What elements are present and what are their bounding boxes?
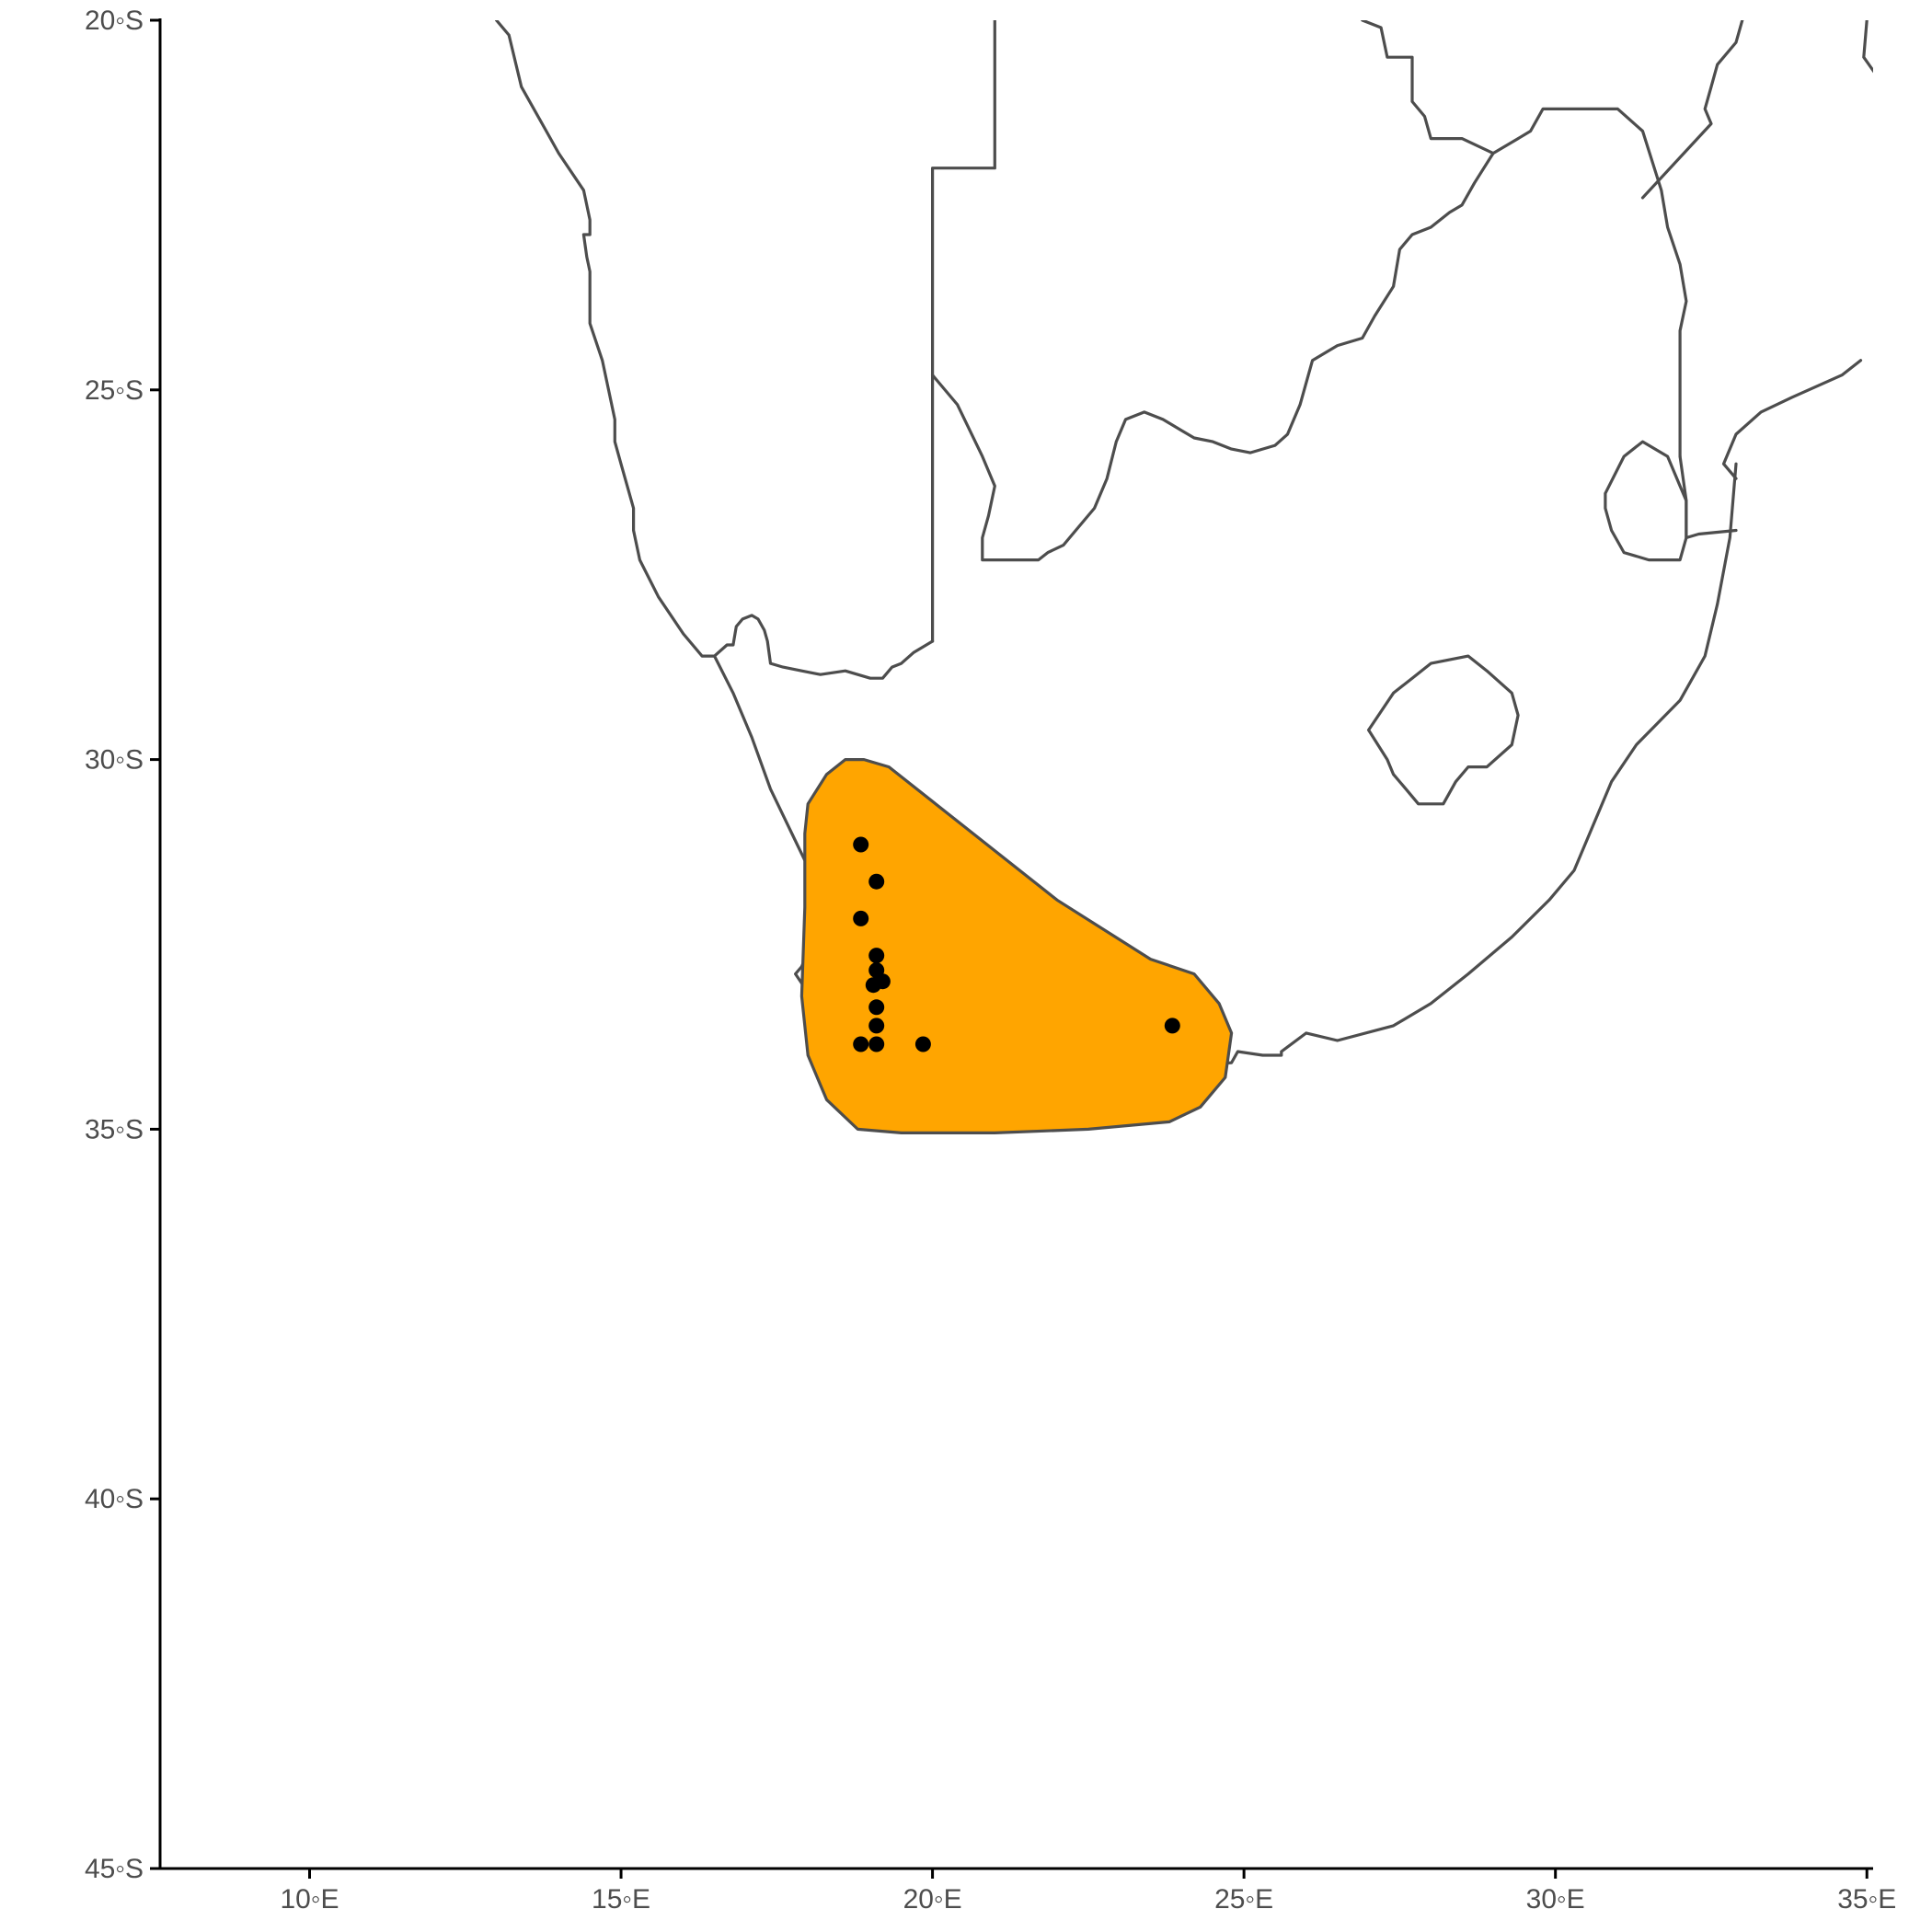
- boundary-line-9: [1604, 440, 1688, 562]
- boundary-line-10: [1721, 359, 1863, 480]
- boundary-line-12: [1862, 20, 1873, 74]
- axes: 10◦E 15◦E 20◦E 25◦E 30◦E 35◦E 20◦S 25◦S 30◦S 35◦S…: [85, 6, 1896, 1915]
- boundary-line-13: [1361, 20, 1495, 155]
- boundary-line-4: [930, 20, 996, 643]
- x-tick-label: 20◦E: [903, 1884, 962, 1915]
- occurrence-point-3: [853, 910, 869, 926]
- occurrence-point-11: [868, 1036, 885, 1052]
- x-tick-label: 10◦E: [280, 1884, 339, 1915]
- x-tick-label: 35◦E: [1837, 1884, 1896, 1915]
- boundary-line-2: [712, 654, 822, 894]
- y-tick-label: 25◦S: [85, 375, 144, 406]
- y-tick-label: 35◦S: [85, 1114, 144, 1144]
- range-polygon: [799, 757, 1234, 1135]
- occurrence-point-1: [853, 836, 869, 853]
- x-tick-label: 15◦E: [592, 1884, 650, 1915]
- occurrence-point-10: [853, 1036, 869, 1052]
- occurrence-point-12: [914, 1036, 931, 1052]
- occurrence-point-9: [868, 1018, 885, 1034]
- y-tick-label: 30◦S: [85, 745, 144, 776]
- y-tick-label: 20◦S: [85, 6, 144, 36]
- y-tick-label: 40◦S: [85, 1484, 144, 1514]
- occurrence-point-7: [874, 973, 891, 990]
- occurrence-point-2: [868, 873, 885, 890]
- occurrence-point-13: [1164, 1018, 1180, 1034]
- occurrence-point-4: [868, 948, 885, 964]
- boundary-line-3: [712, 614, 935, 680]
- x-tick-label: 25◦E: [1214, 1884, 1273, 1915]
- occurrence-point-8: [868, 999, 885, 1016]
- occurrence-points: [853, 836, 1180, 1052]
- y-tick-label: 45◦S: [85, 1854, 144, 1884]
- boundary-line-5: [930, 107, 1688, 562]
- country-boundaries: [494, 20, 1873, 1120]
- boundary-line-1: [494, 20, 717, 658]
- range-layer: [799, 757, 1234, 1135]
- x-tick-label: 30◦E: [1526, 1884, 1585, 1915]
- boundary-line-8: [1366, 654, 1520, 806]
- boundary-line-11: [1640, 20, 1744, 200]
